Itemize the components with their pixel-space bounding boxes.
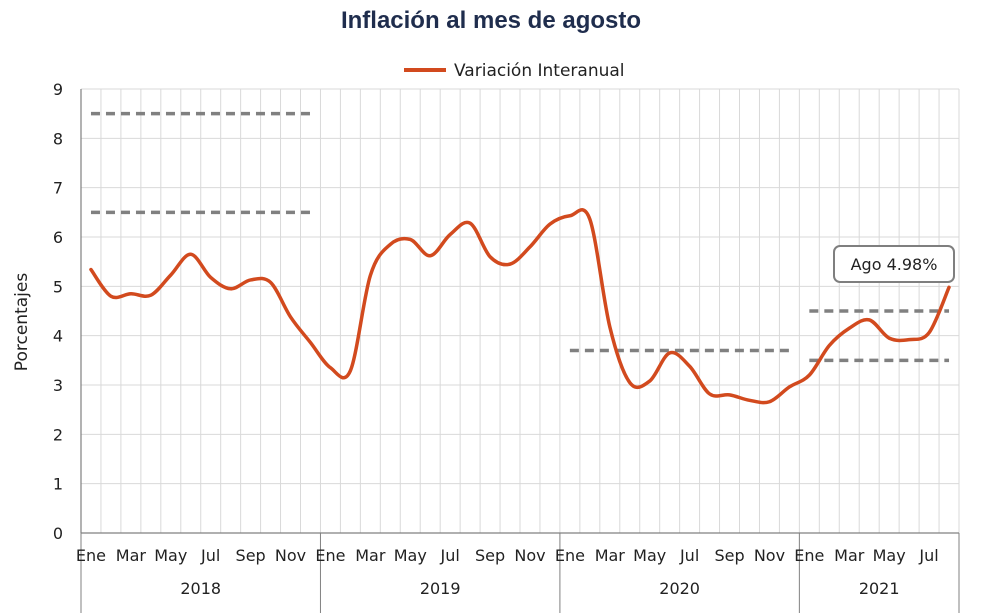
x-tick-label: Jul	[440, 546, 460, 565]
x-axis: Ene Mar May Jul Sep Nov Ene Mar May Jul Sep Nov Ene M…	[76, 533, 960, 613]
reference-lines	[90, 111, 950, 363]
y-tick-label: 3	[53, 376, 63, 395]
x-tick-label: Mar	[355, 546, 386, 565]
series-line-variacion-interanual	[89, 208, 951, 405]
y-tick-label: 9	[53, 80, 63, 99]
x-tick-label: May	[394, 546, 427, 565]
x-tick-label: Mar	[834, 546, 865, 565]
series-layer	[89, 208, 951, 405]
annotation-box	[833, 245, 955, 283]
x-tick-label: Sep	[236, 546, 266, 565]
year-label: 2018	[180, 579, 221, 598]
x-tick-label: Ene	[76, 546, 106, 565]
x-tick-label: Nov	[275, 546, 306, 565]
x-tick-label: Sep	[714, 546, 744, 565]
y-tick-label: 1	[53, 475, 63, 494]
x-tick-label: May	[154, 546, 187, 565]
x-tick-label: Sep	[475, 546, 505, 565]
x-tick-label: May	[873, 546, 906, 565]
x-tick-label: Mar	[595, 546, 626, 565]
x-tick-label: May	[633, 546, 666, 565]
x-tick-label: Jul	[679, 546, 699, 565]
grid	[80, 88, 960, 534]
legend: Variación Interanual	[404, 61, 625, 81]
year-label: 2019	[420, 579, 461, 598]
x-tick-label: Nov	[514, 546, 545, 565]
y-tick-label: 2	[53, 425, 63, 444]
year-label: 2021	[859, 579, 900, 598]
legend-label: Variación Interanual	[454, 61, 625, 81]
y-tick-label: 0	[53, 524, 63, 543]
year-label: 2020	[659, 579, 700, 598]
annotation-label: Ago 4.98%	[851, 255, 938, 274]
x-tick-label: Jul	[200, 546, 220, 565]
x-tick-label: Ene	[555, 546, 585, 565]
y-axis-label: Porcentajes	[12, 273, 32, 372]
x-tick-label: Mar	[116, 546, 147, 565]
chart-title: Inflación al mes de agosto	[341, 7, 641, 34]
x-tick-label: Ene	[794, 546, 824, 565]
y-tick-labels: 0 1 2 3 4 5 6 7 8 9	[53, 80, 63, 543]
x-tick-label: Ene	[315, 546, 345, 565]
y-tick-label: 7	[53, 179, 63, 198]
y-tick-label: 8	[53, 129, 63, 148]
y-tick-label: 6	[53, 228, 63, 247]
y-tick-label: 5	[53, 277, 63, 296]
y-tick-label: 4	[53, 327, 63, 346]
x-tick-label: Nov	[754, 546, 785, 565]
x-tick-label: Jul	[918, 546, 938, 565]
annotation-callout: Ago 4.98%	[833, 245, 955, 283]
